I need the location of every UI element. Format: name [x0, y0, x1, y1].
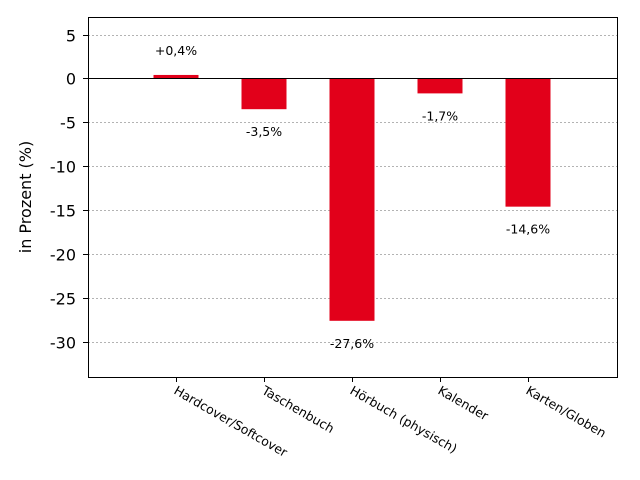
y-tick-label: -20 [50, 246, 76, 265]
y-tick-label: -5 [60, 114, 76, 133]
y-axis-title: in Prozent (%) [16, 141, 35, 253]
y-tick-label: -15 [50, 202, 76, 221]
data-labels: +0,4% -3,5% -27,6% -1,7% -14,6% [155, 43, 550, 351]
y-tick-label: 5 [66, 27, 76, 46]
x-tick-label: Kalender [436, 383, 492, 424]
bar [417, 78, 463, 94]
y-tick-label: -10 [50, 158, 76, 177]
data-label: -27,6% [330, 336, 374, 351]
data-label: -3,5% [246, 124, 282, 139]
data-label: -14,6% [506, 222, 550, 237]
data-label: -1,7% [422, 108, 458, 123]
bars [153, 74, 551, 321]
bar [241, 78, 287, 110]
x-tick-label: Karten/Globen [524, 383, 609, 441]
x-tick-label: Taschenbuch [259, 382, 337, 436]
y-tick-label: -25 [50, 290, 76, 309]
y-tick-label: 0 [66, 70, 76, 89]
y-axis-ticks: 5 0 -5 -10 -15 -20 -25 -30 [50, 27, 88, 353]
bar [329, 78, 375, 321]
data-label: +0,4% [155, 43, 197, 58]
y-tick-label: -30 [50, 334, 76, 353]
bar [505, 78, 551, 207]
bar [153, 74, 199, 79]
